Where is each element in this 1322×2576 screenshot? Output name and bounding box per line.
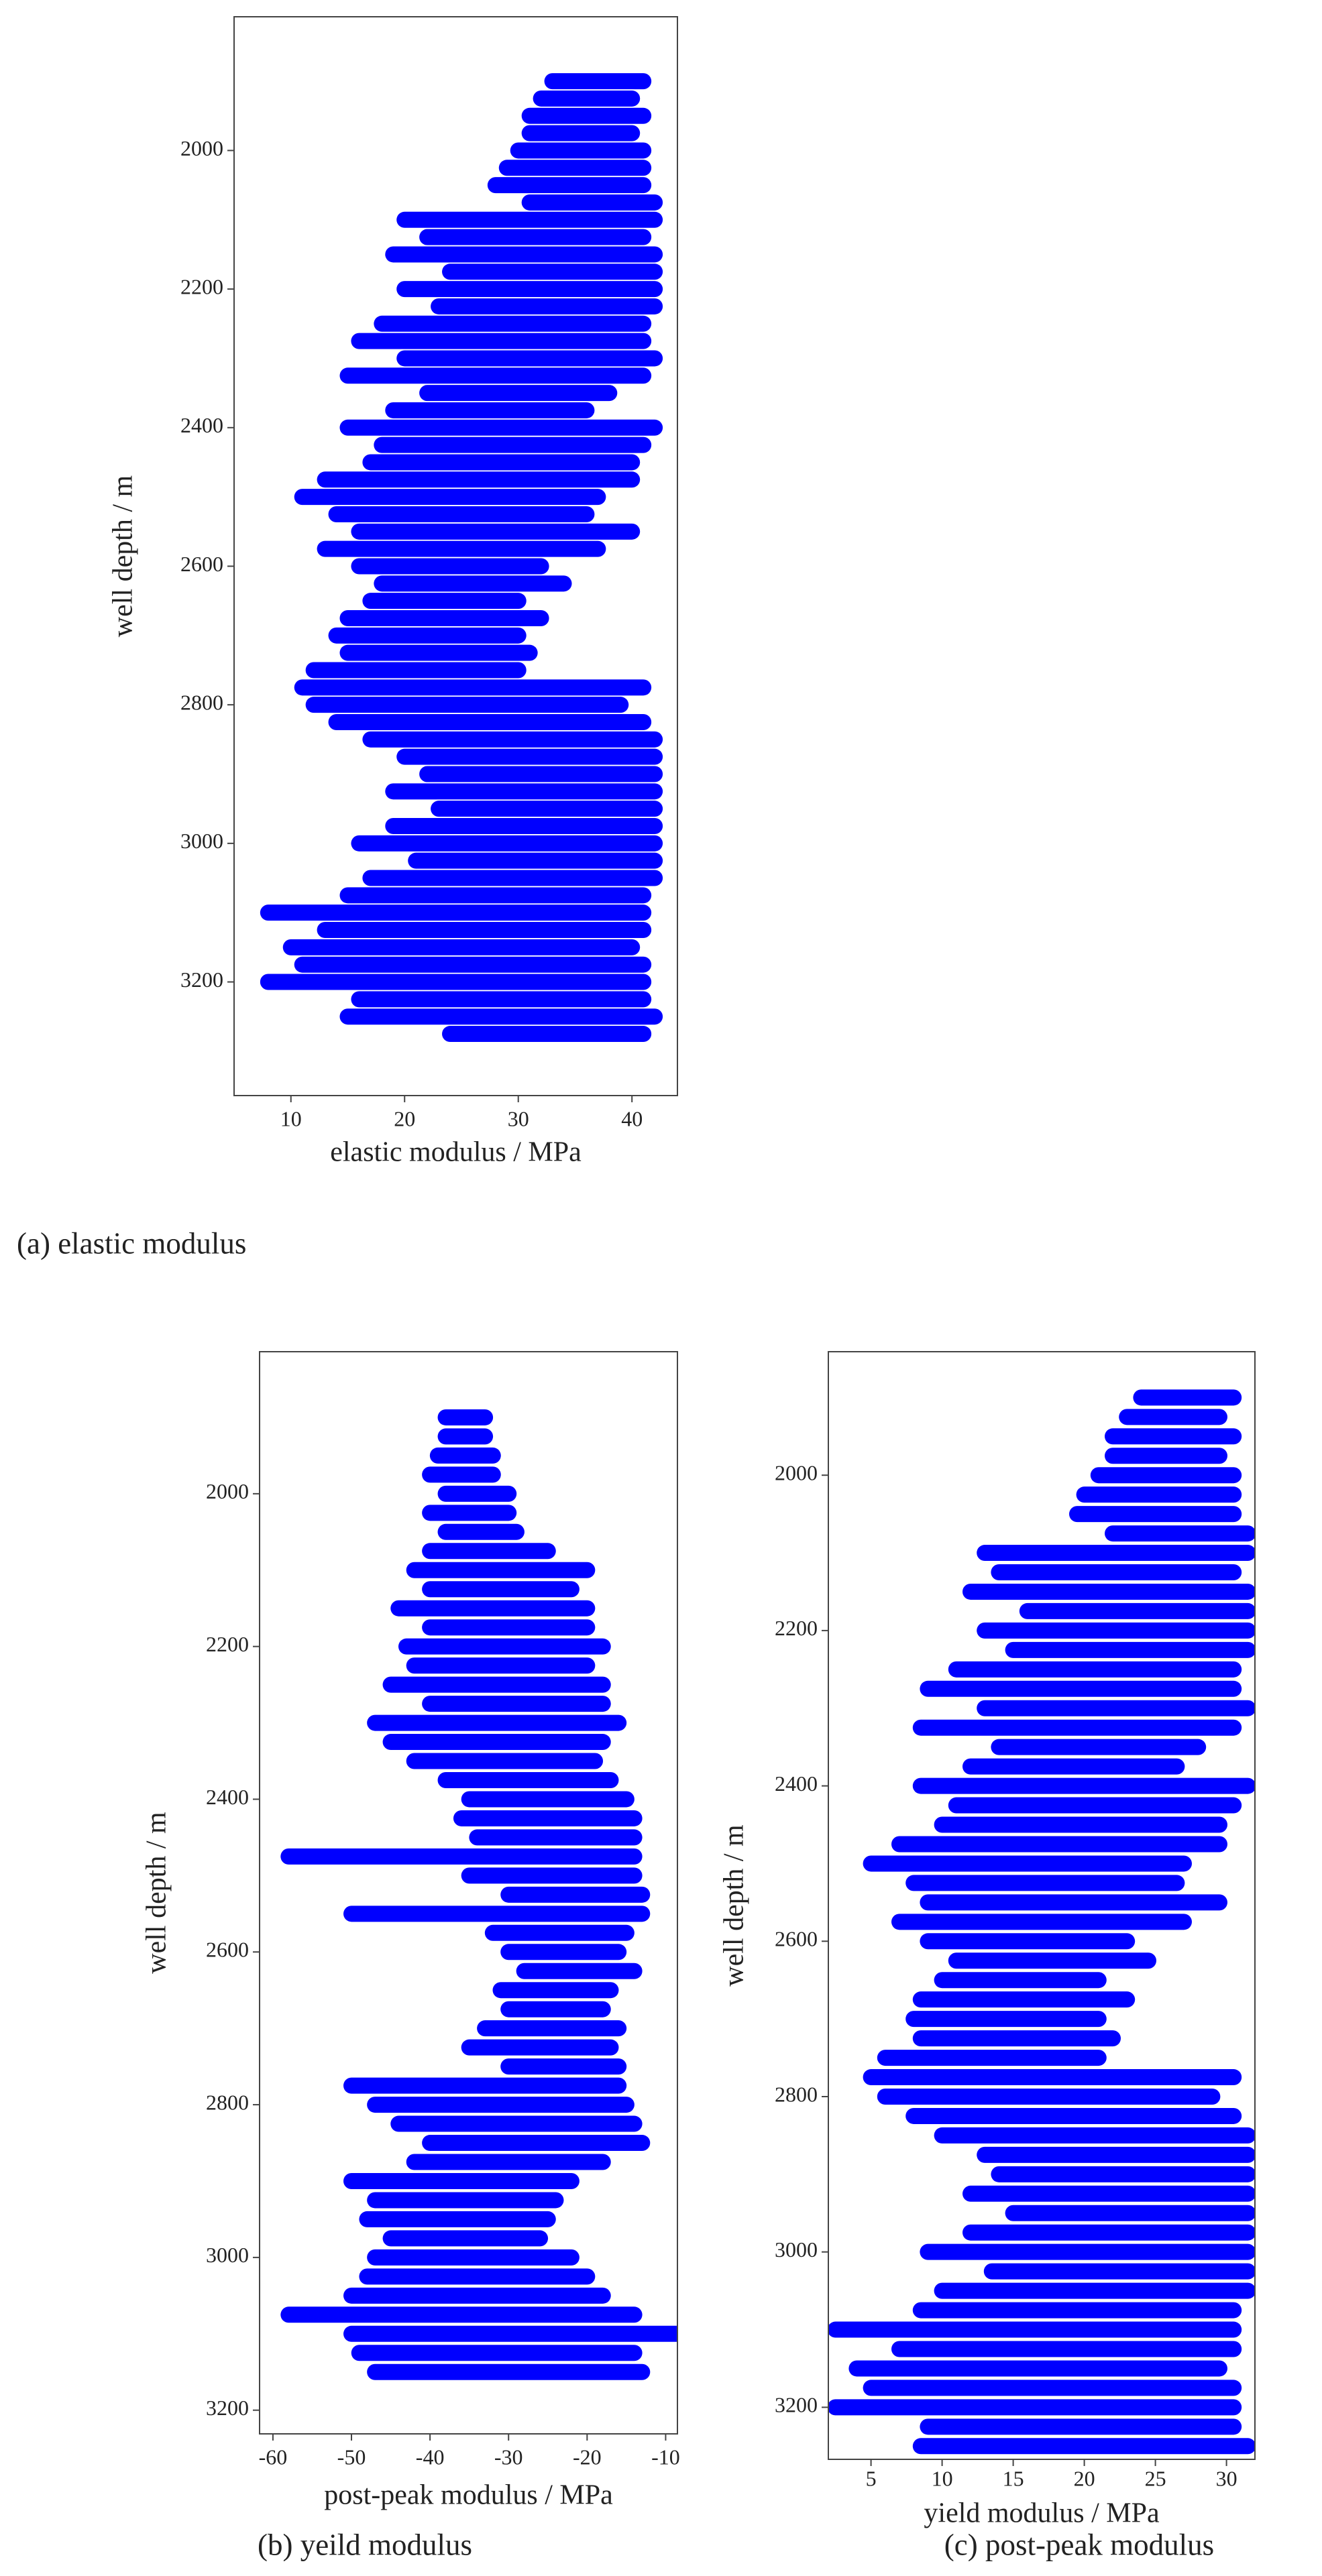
y-tick-label: 2000 xyxy=(775,1461,818,1485)
x-tick-label: 25 xyxy=(1145,2466,1166,2490)
y-tick-label: 2600 xyxy=(206,1938,249,1962)
x-tick-label: 30 xyxy=(1216,2466,1237,2490)
y-tick-label: 3000 xyxy=(775,2237,818,2262)
x-tick-label: 15 xyxy=(1003,2466,1024,2490)
chart: -60 -50 -40 -30 -20 -10 2000 2200 2400 2600 2800 30… xyxy=(142,1351,680,2561)
y-tick-label: 2800 xyxy=(206,2090,249,2114)
x-tick-label: 10 xyxy=(932,2466,953,2490)
y-tick-label: 2600 xyxy=(775,1927,818,1951)
y-tick-label: 2800 xyxy=(180,691,223,715)
y-tick-label: 2200 xyxy=(775,1616,818,1640)
chart: 10 20 30 40 2000 2200 2400 2600 2800 3000 3200 elas… xyxy=(17,16,678,1260)
y-tick-label: 3200 xyxy=(775,2393,818,2417)
x-axis-label: elastic modulus / MPa xyxy=(330,1137,582,1168)
y-tick-label: 2200 xyxy=(206,1632,249,1656)
y-tick-label: 2400 xyxy=(775,1771,818,1796)
x-tick-label: 20 xyxy=(1074,2466,1095,2490)
y-tick-label: 2600 xyxy=(180,552,223,576)
axes-frame xyxy=(259,1351,678,2435)
chart: 5 10 15 20 25 30 2000 2200 2400 2600 2800 3000 3200 y… xyxy=(719,1351,1256,2561)
y-tick-label: 2200 xyxy=(180,274,223,298)
y-tick-label: 2000 xyxy=(180,136,223,160)
caption: (a) elastic modulus xyxy=(17,1226,246,1260)
x-tick-label: -20 xyxy=(573,2445,602,2469)
x-tick-label: -60 xyxy=(259,2445,288,2469)
plot-area xyxy=(828,1389,1255,2455)
y-tick-label: 3000 xyxy=(206,2243,249,2267)
y-tick-label: 2800 xyxy=(775,2082,818,2106)
x-tick-label: 30 xyxy=(508,1106,529,1130)
y-axis-label: well depth / m xyxy=(108,475,139,637)
y-tick-label: 2400 xyxy=(180,413,223,437)
y-tick-label: 2000 xyxy=(206,1479,249,1503)
x-axis-label: post-peak modulus / MPa xyxy=(324,2480,613,2511)
y-tick-label: 3000 xyxy=(180,829,223,853)
axes-frame xyxy=(233,16,678,1096)
y-tick-label: 2400 xyxy=(206,1785,249,1809)
plot-area xyxy=(260,73,663,1043)
x-tick-label: -30 xyxy=(494,2445,523,2469)
x-tick-label: 5 xyxy=(866,2466,877,2490)
caption: (b) yeild modulus xyxy=(258,2528,472,2561)
y-tick-label: 3200 xyxy=(206,2396,249,2420)
caption: (c) post-peak modulus xyxy=(944,2528,1214,2561)
x-tick-label: 20 xyxy=(394,1106,415,1130)
x-tick-label: 10 xyxy=(280,1106,302,1130)
axes-frame xyxy=(828,1351,1256,2460)
x-tick-label: -10 xyxy=(651,2445,680,2469)
y-tick-label: 3200 xyxy=(180,968,223,992)
y-axis-label: well depth / m xyxy=(142,1812,172,1974)
x-axis-label: yield modulus / MPa xyxy=(924,2498,1160,2529)
x-tick-label: -40 xyxy=(416,2445,445,2469)
x-tick-label: 40 xyxy=(621,1106,643,1130)
plot-area xyxy=(280,1409,677,2380)
y-axis-label: well depth / m xyxy=(719,1824,750,1987)
x-tick-label: -50 xyxy=(337,2445,366,2469)
